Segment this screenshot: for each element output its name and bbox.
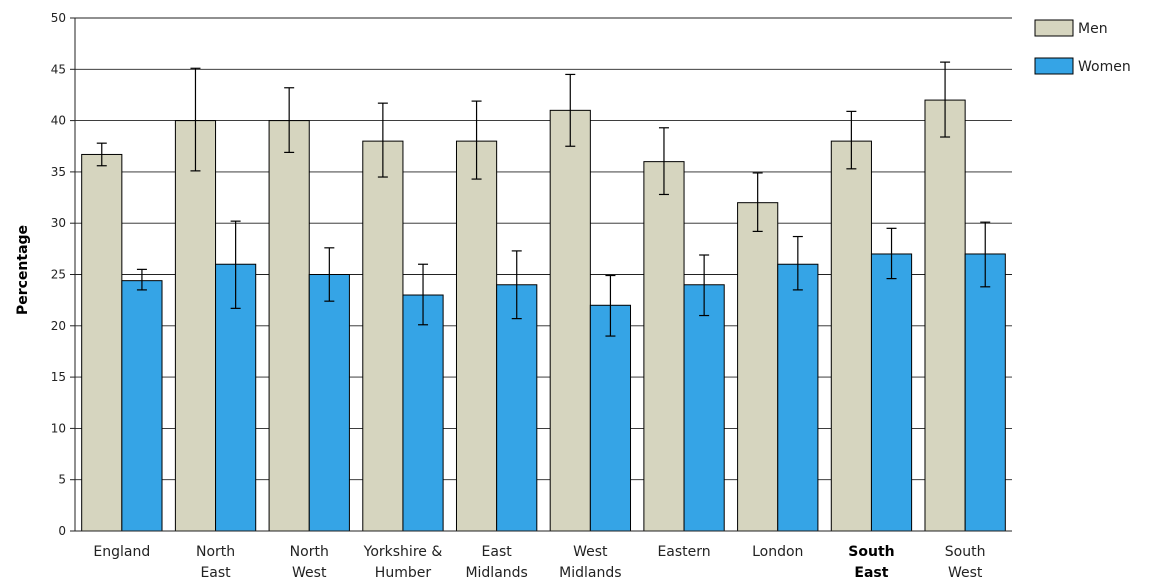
- bar-men: [549, 109, 591, 532]
- y-tick-label: 10: [51, 421, 66, 435]
- bar-women: [402, 294, 444, 532]
- x-category-label-line2: East: [854, 565, 888, 581]
- x-category-label: West: [573, 544, 608, 560]
- x-category-label-line2: East: [200, 565, 231, 581]
- x-category-label-line2: Midlands: [465, 565, 527, 581]
- legend-swatch-women: [1034, 57, 1074, 75]
- x-category-label: North: [196, 544, 235, 560]
- bar-men: [81, 153, 123, 532]
- x-category-label-line2: West: [292, 565, 327, 581]
- bar-men: [737, 202, 779, 532]
- x-category-label: North: [290, 544, 329, 560]
- bar-men: [362, 140, 404, 532]
- x-category-label: East: [482, 544, 513, 560]
- bar-men: [643, 161, 685, 532]
- x-category-label-line2: Humber: [375, 565, 432, 581]
- x-axis-categories: England North East North West Yorkshire & Humb…: [93, 544, 985, 581]
- legend-swatch-men: [1034, 19, 1074, 37]
- x-category-label: London: [752, 544, 803, 560]
- y-tick-label: 20: [51, 319, 66, 333]
- x-category-label: South: [848, 544, 894, 560]
- bar-men: [924, 99, 966, 532]
- bar-women: [777, 263, 819, 532]
- y-tick-label: 0: [58, 524, 66, 538]
- y-axis-label: Percentage: [15, 225, 31, 315]
- x-category-label-line2: Midlands: [559, 565, 621, 581]
- bar-men: [268, 120, 310, 532]
- y-axis-ticks: 0 5 10 15 20 25 30 35 40 45 50: [51, 11, 75, 538]
- x-category-label: South: [945, 544, 986, 560]
- bar-women: [683, 284, 725, 532]
- x-category-label: England: [93, 544, 150, 560]
- x-category-label-line2: West: [948, 565, 983, 581]
- bar-women: [496, 284, 538, 532]
- bar-women: [308, 274, 350, 532]
- axes: [74, 18, 1012, 532]
- y-tick-label: 30: [51, 216, 66, 230]
- y-tick-label: 25: [51, 268, 66, 282]
- legend-label-women: Women: [1078, 59, 1131, 75]
- error-bars: [96, 61, 991, 337]
- bar-women: [589, 304, 632, 532]
- y-tick-label: 35: [51, 165, 66, 179]
- y-tick-label: 15: [51, 370, 66, 384]
- bar-men: [830, 140, 872, 532]
- legend-label-men: Men: [1078, 21, 1108, 37]
- bar-men: [455, 140, 498, 532]
- y-tick-label: 40: [51, 114, 66, 128]
- x-category-label: Yorkshire &: [363, 544, 443, 560]
- bar-women: [215, 263, 257, 532]
- bar-women: [121, 280, 163, 532]
- bar-women: [964, 253, 1006, 532]
- legend: Men Women: [1034, 19, 1131, 75]
- y-tick-label: 50: [51, 11, 66, 25]
- x-category-label: Eastern: [657, 544, 710, 560]
- bar-men: [174, 120, 217, 532]
- bar-women: [870, 253, 913, 532]
- bars: [81, 99, 1006, 532]
- y-tick-label: 45: [51, 62, 66, 76]
- y-tick-label: 5: [58, 473, 66, 487]
